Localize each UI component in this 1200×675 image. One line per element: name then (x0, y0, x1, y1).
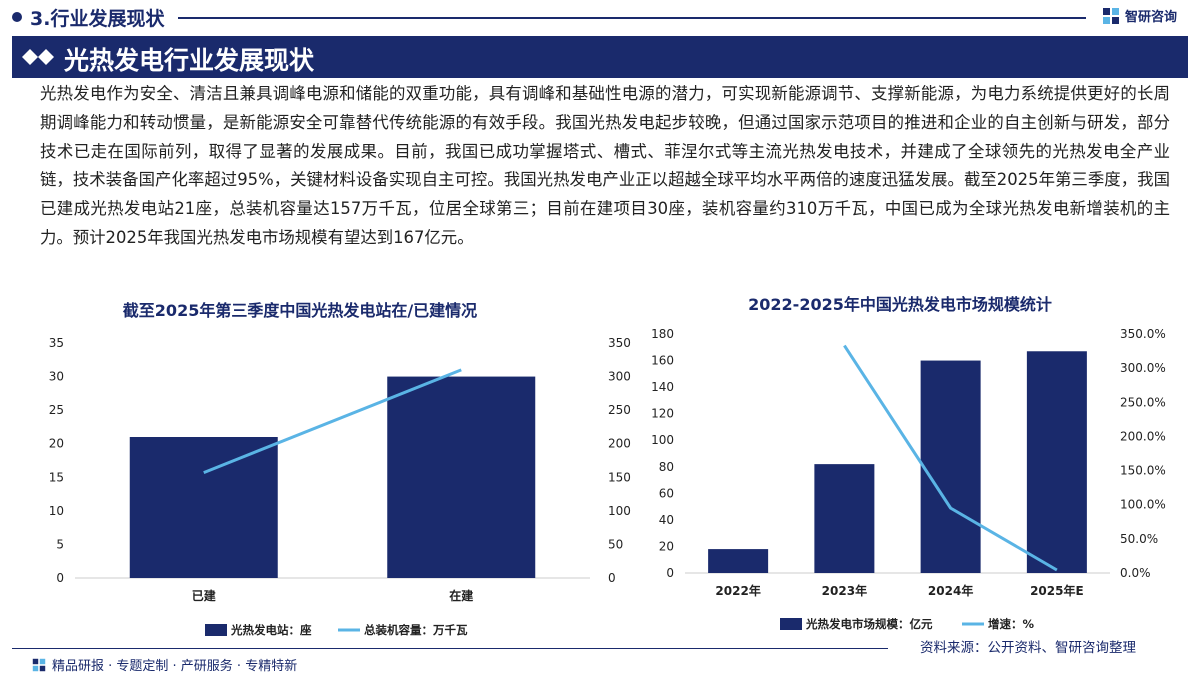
chart1-right-tick-label: 300 (608, 370, 631, 384)
chart2-bar (920, 360, 981, 573)
chart1-category-label: 已建 (192, 588, 217, 603)
chart2-bar (814, 464, 875, 573)
double-diamond-icon (22, 49, 54, 65)
chart1-right-tick-label: 200 (608, 437, 631, 451)
chart2-left-tick-label: 180 (651, 327, 674, 341)
chart2-right-tick-label: 200.0% (1120, 429, 1166, 443)
chart1-right-tick-label: 50 (608, 537, 623, 551)
chart1-left-tick-label: 30 (49, 370, 64, 384)
headline-title: 光热发电行业发展现状 (64, 46, 315, 75)
chart1-bar (129, 437, 278, 578)
chart1-bar (387, 376, 536, 578)
chart2-category-label: 2025年E (1030, 583, 1084, 598)
footer-slogan: 精品研报 · 专题定制 · 产研服务 · 专精特新 (52, 659, 298, 674)
chart2-left-tick-label: 20 (659, 539, 674, 553)
data-source: 资料来源：公开资料、智研咨询整理 (920, 640, 1136, 656)
chart2-category-label: 2023年 (822, 583, 867, 598)
chart2-right-tick-label: 350.0% (1120, 327, 1166, 341)
chart1-right-tick-label: 0 (608, 571, 616, 585)
chart1-left-tick-label: 15 (49, 470, 64, 484)
body-paragraph: 光热发电作为安全、清洁且兼具调峰电源和储能的双重功能，具有调峰和基础性电源的潜力… (40, 84, 1170, 247)
bullet-dot-icon (12, 12, 22, 22)
chart1-legend-bar-swatch (205, 624, 227, 636)
footer-brand-icon (32, 658, 46, 671)
chart1-left-tick-label: 20 (49, 437, 64, 451)
chart1-title: 截至2025年第三季度中国光热发电站在/已建情况 (122, 301, 478, 320)
chart1-growth-line (203, 368, 462, 474)
chart1-legend-line-label: 总装机容量：万千瓦 (364, 623, 468, 637)
chart2-left-tick-label: 160 (651, 354, 674, 368)
chart2-right-tick-label: 300.0% (1120, 361, 1166, 375)
brand-name: 智研咨询 (1125, 10, 1178, 25)
chart2-right-tick-label: 250.0% (1120, 395, 1166, 409)
chart2-left-tick-label: 0 (666, 566, 674, 580)
chart2-left-tick-label: 60 (659, 486, 674, 500)
header-divider (178, 17, 1086, 19)
chart2-right-tick-label: 150.0% (1120, 464, 1166, 478)
chart2-category-label: 2022年 (715, 583, 760, 598)
chart1-category-label: 在建 (449, 588, 474, 603)
headline-banner: 光热发电行业发展现状 (12, 36, 1188, 78)
chart2-legend-bar-swatch (780, 618, 802, 630)
chart1-right-tick-label: 250 (608, 403, 631, 417)
chart1-legend-bar-label: 光热发电站：座 (230, 623, 312, 637)
chart1-left-tick-label: 25 (49, 403, 64, 417)
chart2-category-label: 2024年 (928, 583, 973, 598)
footer: 精品研报 · 专题定制 · 产研服务 · 专精特新 (32, 655, 297, 674)
chart2-left-tick-label: 80 (659, 460, 674, 474)
chart2-bar (708, 549, 769, 573)
chart2-bar (1026, 351, 1087, 573)
chart2-right-tick-label: 0.0% (1120, 566, 1151, 580)
chart1-left-tick-label: 10 (49, 504, 64, 518)
chart2-title: 2022-2025年中国光热发电市场规模统计 (748, 295, 1052, 314)
chart2-legend-bar-label: 光热发电市场规模：亿元 (805, 617, 933, 631)
top-bar: 3.行业发展现状 智研咨询 (0, 0, 1200, 34)
footer-divider (12, 648, 888, 649)
section-title: 3.行业发展现状 (30, 8, 165, 30)
chart2-left-tick-label: 100 (651, 433, 674, 447)
chart1-left-tick-label: 0 (56, 571, 64, 585)
chart2-legend-line-label: 增速：% (988, 617, 1034, 631)
chart1-left-tick-label: 35 (49, 336, 64, 350)
chart2-left-tick-label: 120 (651, 407, 674, 421)
chart2-right-tick-label: 100.0% (1120, 498, 1166, 512)
brand-logo[interactable]: 智研咨询 (1102, 6, 1177, 25)
chart1-right-tick-label: 350 (608, 336, 631, 350)
chart2-growth-line (843, 344, 1058, 572)
chart2-left-tick-label: 140 (651, 380, 674, 394)
chart2-right-tick-label: 50.0% (1120, 532, 1158, 546)
chart2-left-tick-label: 40 (659, 513, 674, 527)
chart1-left-tick-label: 5 (56, 537, 64, 551)
brand-mark-icon (1103, 7, 1119, 24)
chart1-right-tick-label: 100 (608, 504, 631, 518)
chart1-right-tick-label: 150 (608, 470, 631, 484)
